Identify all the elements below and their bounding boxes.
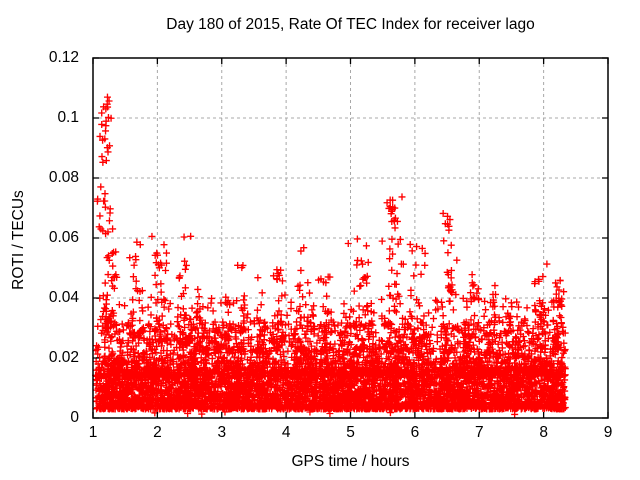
x-tick-label: 4 <box>281 424 291 441</box>
y-tick-label: 0.12 <box>48 49 79 66</box>
x-axis-label: GPS time / hours <box>291 453 410 470</box>
y-tick-label: 0.06 <box>48 229 79 246</box>
x-tick-label: 1 <box>88 424 98 441</box>
x-tick-label: 5 <box>346 424 355 441</box>
x-tick-label: 9 <box>603 424 613 441</box>
x-tick-label: 6 <box>410 424 420 441</box>
x-tick-label: 8 <box>539 424 548 441</box>
chart-title: Day 180 of 2015, Rate Of TEC Index for r… <box>166 16 535 33</box>
x-tick-label: 3 <box>217 424 227 441</box>
y-tick-label: 0.1 <box>57 109 79 126</box>
x-tick-label: 7 <box>474 424 484 441</box>
y-tick-label: 0 <box>70 409 79 426</box>
y-tick-label: 0.08 <box>48 169 79 186</box>
x-tick-label: 2 <box>153 424 162 441</box>
y-tick-label: 0.02 <box>48 349 79 366</box>
y-tick-label: 0.04 <box>48 289 79 306</box>
